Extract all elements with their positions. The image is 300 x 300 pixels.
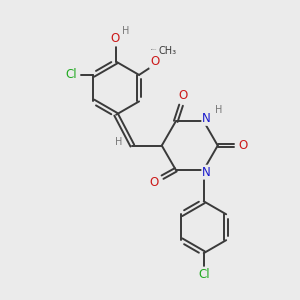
Text: O: O bbox=[178, 89, 187, 102]
Text: N: N bbox=[202, 166, 211, 179]
Text: H: H bbox=[122, 26, 129, 36]
Text: O: O bbox=[239, 139, 248, 152]
Text: H: H bbox=[116, 137, 123, 147]
Text: methoxy: methoxy bbox=[151, 49, 157, 50]
Text: CH₃: CH₃ bbox=[159, 46, 177, 56]
Text: N: N bbox=[202, 112, 211, 125]
Text: Cl: Cl bbox=[65, 68, 77, 81]
Text: O: O bbox=[150, 176, 159, 189]
Text: O: O bbox=[110, 32, 119, 46]
Text: O: O bbox=[150, 55, 159, 68]
Text: Cl: Cl bbox=[198, 268, 209, 281]
Text: H: H bbox=[215, 105, 223, 115]
